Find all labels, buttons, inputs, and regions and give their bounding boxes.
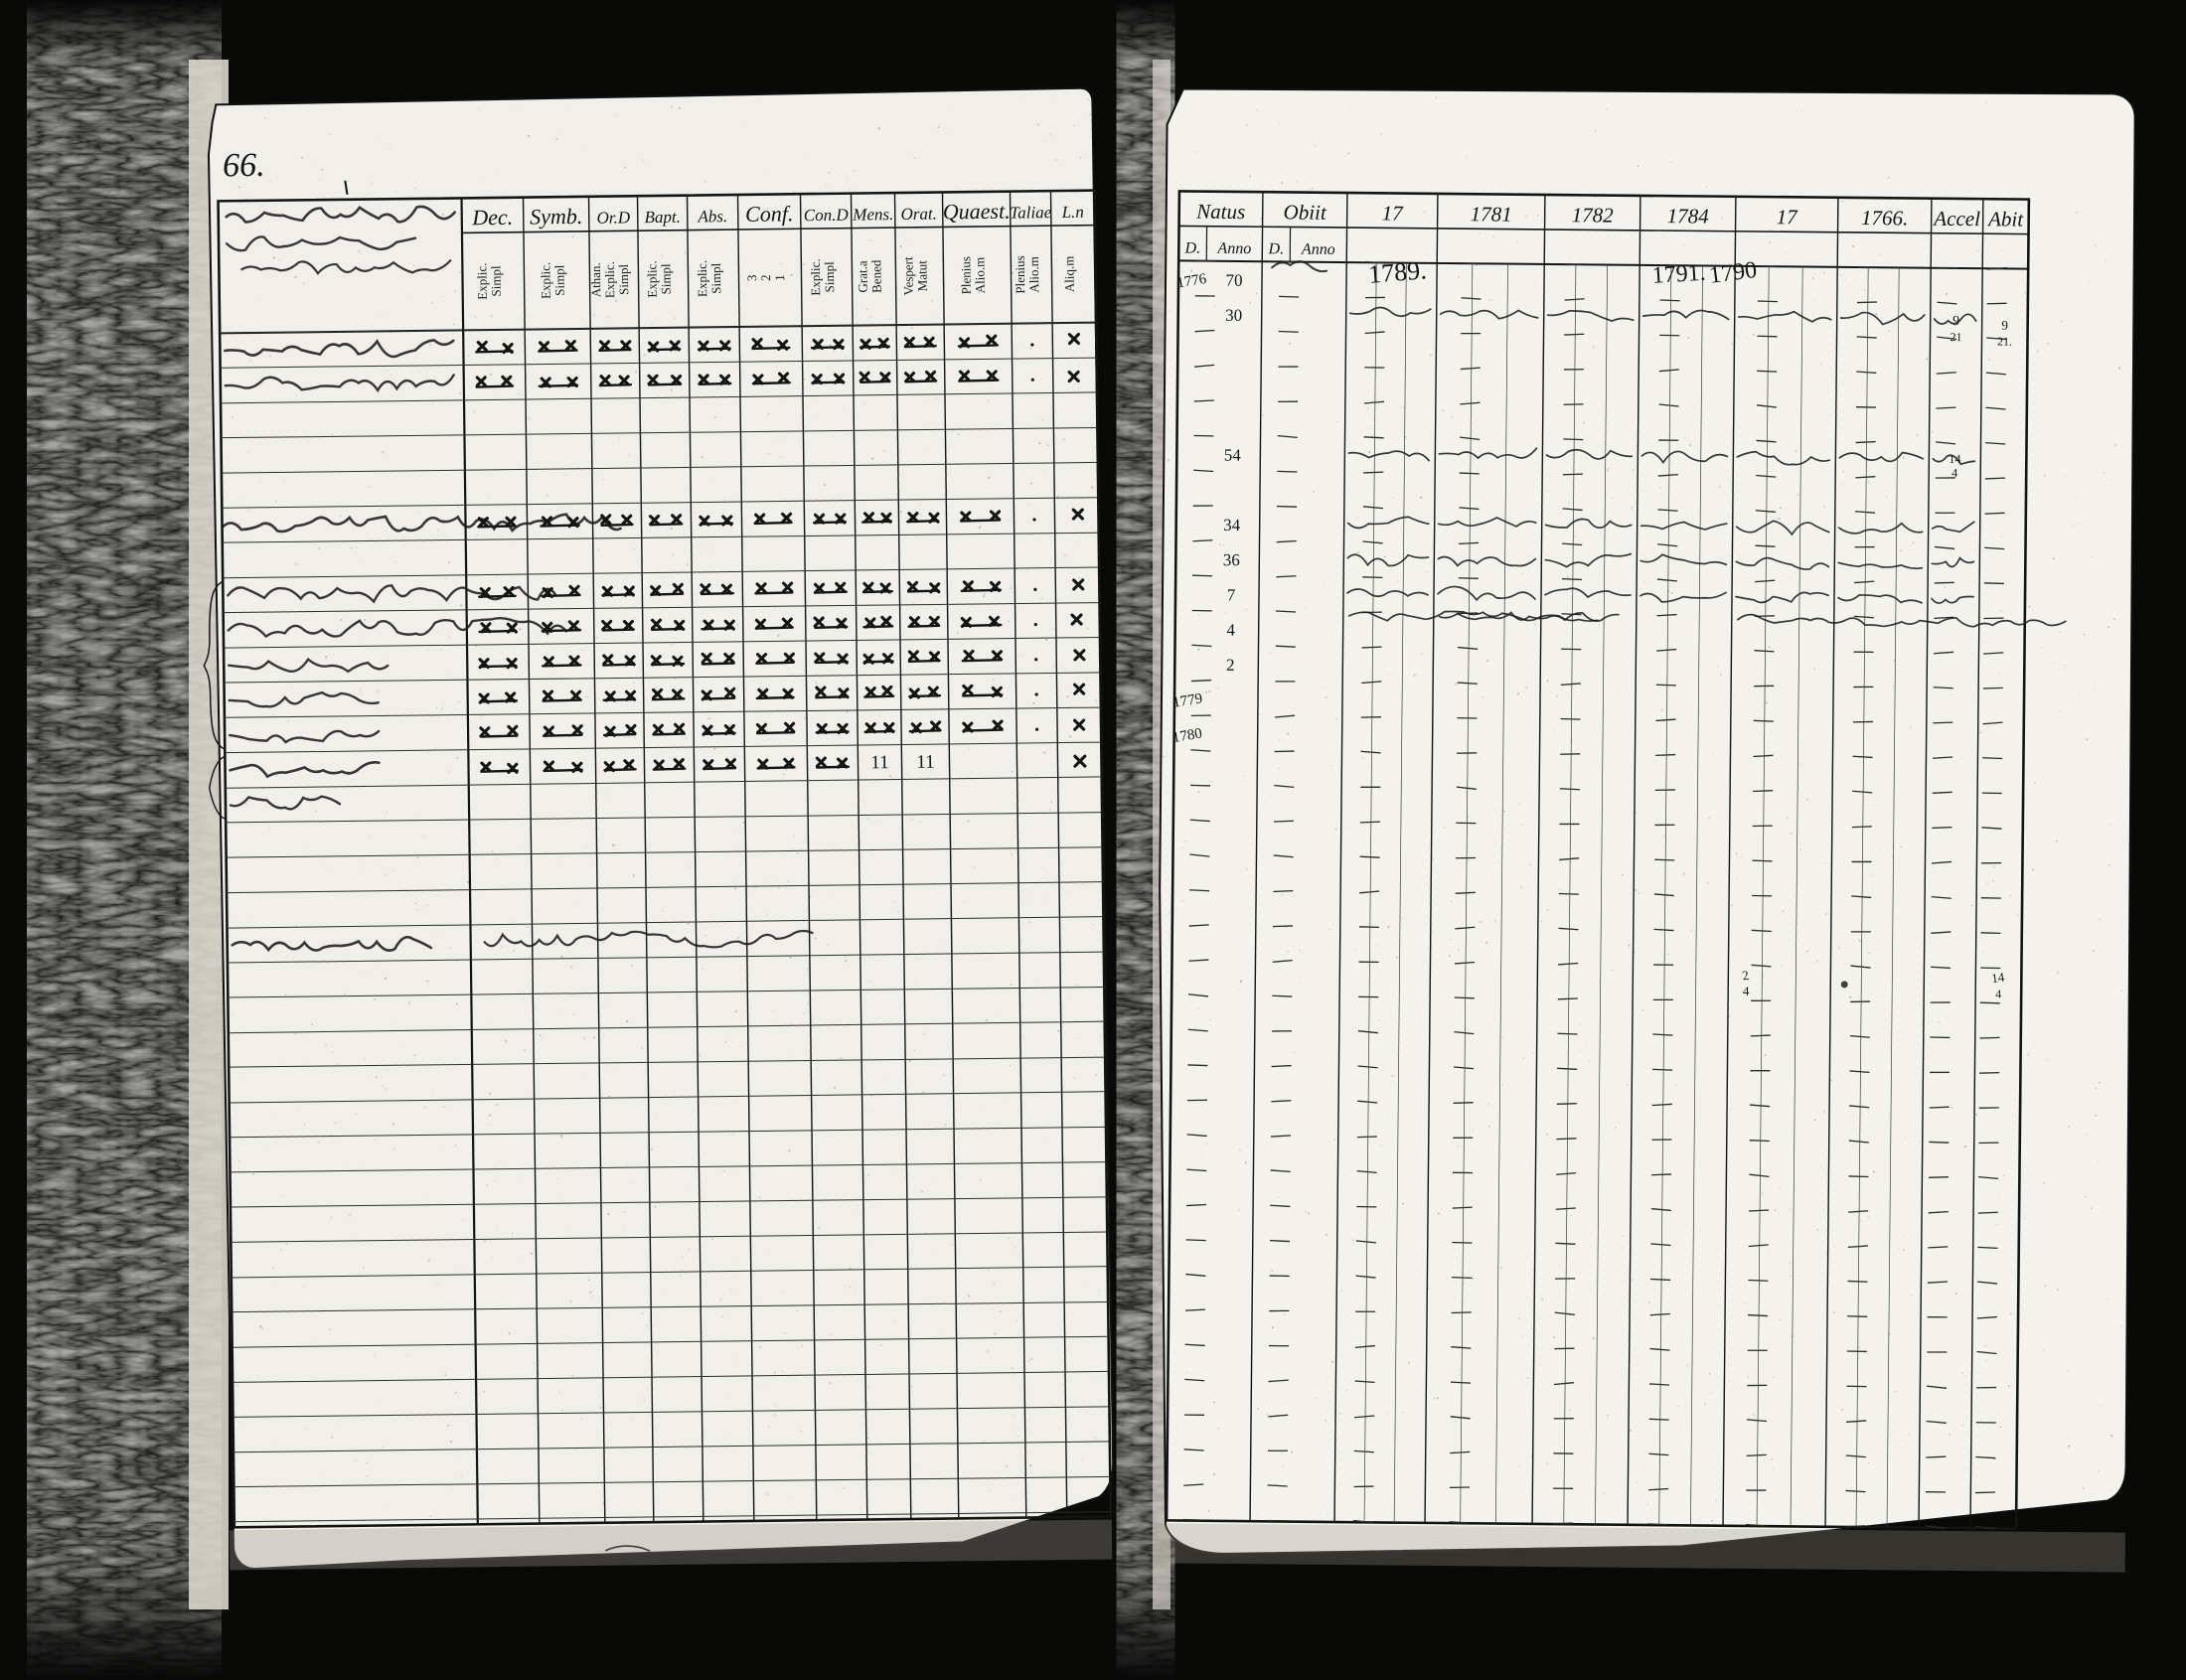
svg-text:Matut: Matut bbox=[914, 260, 929, 292]
svg-text:21.: 21. bbox=[1997, 335, 2012, 349]
svg-text:4: 4 bbox=[1952, 466, 1957, 480]
svg-text:D.: D. bbox=[1183, 239, 1200, 256]
svg-text:Symb.: Symb. bbox=[530, 204, 582, 229]
svg-text:1782: 1782 bbox=[1572, 203, 1615, 227]
svg-text:36: 36 bbox=[1223, 550, 1240, 569]
svg-text:1766.: 1766. bbox=[1861, 206, 1908, 229]
svg-text:Orat.: Orat. bbox=[900, 205, 937, 224]
svg-text:Simpl: Simpl bbox=[551, 264, 566, 296]
svg-text:Simpl: Simpl bbox=[708, 262, 723, 294]
svg-text:1: 1 bbox=[772, 274, 787, 281]
svg-text:Mens.: Mens. bbox=[852, 205, 893, 225]
svg-text:34: 34 bbox=[1223, 516, 1241, 535]
svg-text:Natus: Natus bbox=[1195, 200, 1245, 224]
svg-text:Anno: Anno bbox=[1301, 241, 1335, 258]
svg-text:11: 11 bbox=[916, 752, 935, 773]
svg-text:14: 14 bbox=[1990, 970, 2005, 987]
svg-text:54: 54 bbox=[1224, 446, 1242, 465]
svg-text:Taliae: Taliae bbox=[1010, 203, 1052, 223]
svg-text:Accel: Accel bbox=[1932, 207, 1980, 230]
svg-text:4: 4 bbox=[1743, 984, 1750, 998]
svg-text:9: 9 bbox=[2001, 318, 2008, 333]
svg-text:1791.: 1791. bbox=[1651, 260, 1706, 289]
svg-text:Bened: Bened bbox=[868, 259, 883, 293]
svg-text:17: 17 bbox=[1382, 201, 1405, 225]
svg-text:30: 30 bbox=[1225, 306, 1242, 325]
svg-text:21: 21 bbox=[1950, 330, 1961, 344]
svg-text:L.n: L.n bbox=[1061, 203, 1084, 222]
svg-text:Obiit: Obiit bbox=[1284, 200, 1328, 224]
svg-text:7: 7 bbox=[1227, 585, 1236, 604]
svg-text:Simpl: Simpl bbox=[822, 261, 837, 293]
svg-text:Alio.m: Alio.m bbox=[972, 257, 987, 294]
svg-text:9: 9 bbox=[1952, 314, 1959, 329]
svg-text:3: 3 bbox=[744, 275, 759, 282]
svg-text:2: 2 bbox=[1226, 656, 1235, 675]
svg-text:1789.: 1789. bbox=[1367, 255, 1428, 288]
svg-text:Con.D: Con.D bbox=[804, 206, 850, 226]
svg-text:D.: D. bbox=[1267, 240, 1284, 257]
svg-text:Aliq.m: Aliq.m bbox=[1061, 256, 1076, 293]
svg-text:1784: 1784 bbox=[1667, 204, 1710, 228]
svg-text:4: 4 bbox=[1226, 621, 1235, 640]
svg-text:Dec.: Dec. bbox=[471, 205, 513, 230]
svg-text:1781: 1781 bbox=[1471, 202, 1512, 226]
svg-text:70: 70 bbox=[1225, 271, 1242, 290]
svg-text:Conf.: Conf. bbox=[745, 201, 794, 227]
svg-text:Or.D: Or.D bbox=[596, 208, 630, 227]
svg-text:11: 11 bbox=[870, 752, 889, 773]
svg-text:Bapt.: Bapt. bbox=[644, 208, 681, 227]
svg-text:2: 2 bbox=[758, 274, 773, 281]
svg-text:Abs.: Abs. bbox=[697, 207, 727, 226]
svg-text:17: 17 bbox=[1777, 205, 1799, 229]
svg-text:4: 4 bbox=[1995, 987, 2001, 1000]
svg-text:Simpl: Simpl bbox=[488, 265, 503, 297]
svg-text:Anno: Anno bbox=[1216, 240, 1251, 257]
svg-text:Abit: Abit bbox=[1986, 207, 2024, 230]
svg-text:Simpl: Simpl bbox=[616, 263, 631, 295]
svg-text:Simpl: Simpl bbox=[658, 263, 673, 295]
svg-text:Quaest.: Quaest. bbox=[943, 199, 1011, 225]
svg-text:66.: 66. bbox=[223, 147, 265, 185]
svg-text:14: 14 bbox=[1949, 452, 1960, 466]
svg-text:Alio.m: Alio.m bbox=[1026, 256, 1041, 293]
